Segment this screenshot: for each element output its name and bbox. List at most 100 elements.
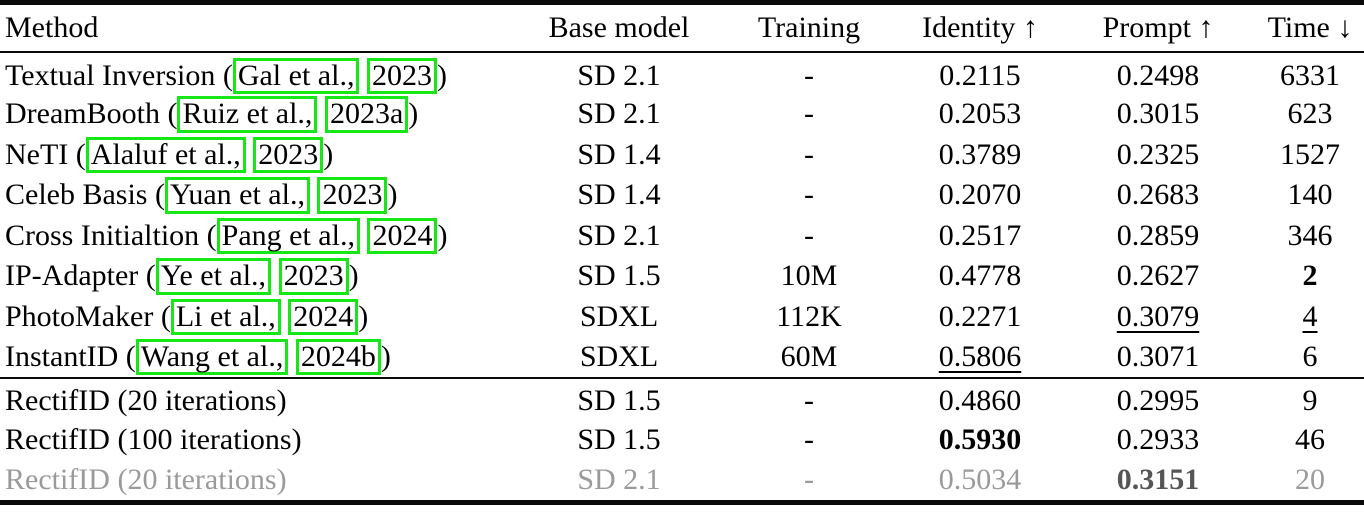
table-row: Cross Initialtion (Pang et al., 2024) SD… xyxy=(0,216,1364,257)
citation-author-link[interactable]: Yuan et al., xyxy=(164,177,310,214)
base-model-cell: SD 1.4 xyxy=(577,178,661,212)
method-name: Cross Initialtion ( xyxy=(5,218,217,252)
identity-score-cell: 0.2517 xyxy=(938,218,1022,252)
table-row: Celeb Basis (Yuan et al., 2023) SD 1.4 -… xyxy=(0,175,1364,216)
training-cell: - xyxy=(804,137,814,171)
prompt-score-cell: 0.2683 xyxy=(1116,178,1200,212)
time-cell: 2 xyxy=(1302,259,1318,293)
col-header-method: Method xyxy=(5,10,99,44)
citation-author-link[interactable]: Gal et al., xyxy=(232,57,360,94)
citation-year-link[interactable]: 2023 xyxy=(253,136,324,173)
citation-year-link[interactable]: 2023a xyxy=(324,96,409,133)
method-cell: PhotoMaker (Li et al., 2024) xyxy=(0,297,520,338)
training-cell: - xyxy=(804,178,814,212)
benchmark-table: Method Base model Training Identity ↑ Pr… xyxy=(0,2,1364,503)
table-row: NeTI (Alaluf et al., 2023) SD 1.4 - 0.37… xyxy=(0,135,1364,176)
training-cell: - xyxy=(804,97,814,131)
base-model-cell: SD 2.1 xyxy=(577,97,661,131)
training-cell: - xyxy=(804,58,814,92)
method-name: NeTI ( xyxy=(5,137,86,171)
citation-author-link[interactable]: Pang et al., xyxy=(216,217,360,254)
table-row: PhotoMaker (Li et al., 2024) SDXL 112K 0… xyxy=(0,297,1364,338)
citation-author-link[interactable]: Alaluf et al., xyxy=(85,136,246,173)
method-name: InstantID ( xyxy=(5,339,136,373)
base-model-cell: SD 1.4 xyxy=(577,137,661,171)
method-cell: RectifID (20 iterations) xyxy=(0,378,520,420)
citation-separator xyxy=(317,97,325,130)
method-name: RectifID (20 iterations) xyxy=(5,383,287,417)
prompt-score-cell: 0.2498 xyxy=(1116,58,1200,92)
citation-author-link[interactable]: Ye et al., xyxy=(155,258,272,295)
citation-author-link[interactable]: Wang et al., xyxy=(135,338,289,375)
method-name: Celeb Basis ( xyxy=(5,178,165,211)
citation-separator xyxy=(246,138,254,171)
citation-separator xyxy=(288,340,296,373)
method-cell: Textual Inversion (Gal et al., 2023) xyxy=(0,52,520,94)
method-suffix: ) xyxy=(437,218,448,252)
prompt-score-cell: 0.3151 xyxy=(1116,463,1200,496)
identity-score-cell: 0.2070 xyxy=(938,178,1022,212)
time-cell: 1527 xyxy=(1280,137,1340,171)
training-cell: - xyxy=(804,218,814,252)
citation-year-link[interactable]: 2024b xyxy=(295,338,381,375)
base-model-cell: SDXL xyxy=(579,339,659,373)
method-suffix: ) xyxy=(387,178,398,211)
table-row: RectifID (20 iterations) SD 2.1 - 0.5034… xyxy=(0,461,1364,503)
citation-separator xyxy=(281,300,289,333)
citation-separator xyxy=(310,178,318,211)
table-row: Textual Inversion (Gal et al., 2023) SD … xyxy=(0,52,1364,94)
method-name: RectifID (20 iterations) xyxy=(5,463,287,496)
method-suffix: ) xyxy=(348,259,359,292)
identity-score-cell: 0.2115 xyxy=(939,58,1021,92)
col-header-base-model: Base model xyxy=(548,10,690,44)
header-row: Method Base model Training Identity ↑ Pr… xyxy=(0,2,1364,52)
method-suffix: ) xyxy=(408,97,419,130)
citation-year-link[interactable]: 2024 xyxy=(367,217,438,254)
base-model-cell: SDXL xyxy=(579,299,659,333)
training-cell: 60M xyxy=(780,339,838,373)
time-cell: 623 xyxy=(1287,97,1333,131)
prompt-score-cell: 0.2995 xyxy=(1116,383,1200,417)
method-suffix: ) xyxy=(436,58,447,92)
base-model-cell: SD 2.1 xyxy=(577,58,661,92)
base-model-cell: SD 1.5 xyxy=(577,422,661,456)
time-cell: 346 xyxy=(1287,218,1333,252)
time-cell: 6 xyxy=(1302,339,1318,373)
baseline-methods-group: Textual Inversion (Gal et al., 2023) SD … xyxy=(0,52,1364,378)
citation-author-link[interactable]: Li et al., xyxy=(170,298,281,335)
col-header-time: Time ↓ xyxy=(1267,10,1353,44)
method-cell: RectifID (20 iterations) xyxy=(0,461,520,503)
table-row: RectifID (100 iterations) SD 1.5 - 0.593… xyxy=(0,419,1364,461)
citation-author-link[interactable]: Ruiz et al., xyxy=(177,96,318,133)
citation-separator xyxy=(360,219,368,252)
base-model-cell: SD 1.5 xyxy=(577,383,661,417)
base-model-cell: SD 2.1 xyxy=(577,218,661,252)
prompt-score-cell: 0.3015 xyxy=(1116,97,1200,131)
col-header-prompt: Prompt ↑ xyxy=(1102,10,1214,44)
citation-separator xyxy=(359,59,367,92)
training-cell: - xyxy=(804,383,814,417)
identity-score-cell: 0.3789 xyxy=(938,137,1022,171)
method-suffix: ) xyxy=(323,137,334,171)
training-cell: 10M xyxy=(780,259,838,293)
training-cell: - xyxy=(804,463,814,496)
method-cell: Celeb Basis (Yuan et al., 2023) xyxy=(0,175,520,216)
method-cell: Cross Initialtion (Pang et al., 2024) xyxy=(0,216,520,257)
citation-year-link[interactable]: 2023 xyxy=(366,57,437,94)
table-row: InstantID (Wang et al., 2024b) SDXL 60M … xyxy=(0,337,1364,378)
method-name: RectifID (100 iterations) xyxy=(5,422,302,456)
time-cell: 20 xyxy=(1295,463,1325,496)
table-row: RectifID (20 iterations) SD 1.5 - 0.4860… xyxy=(0,378,1364,420)
rectifid-methods-group: RectifID (20 iterations) SD 1.5 - 0.4860… xyxy=(0,378,1364,503)
prompt-score-cell: 0.3079 xyxy=(1116,299,1200,333)
prompt-score-cell: 0.2325 xyxy=(1116,137,1200,171)
citation-year-link[interactable]: 2024 xyxy=(288,298,359,335)
prompt-score-cell: 0.2627 xyxy=(1116,259,1200,293)
citation-year-link[interactable]: 2023 xyxy=(317,177,388,214)
method-name: IP-Adapter ( xyxy=(5,259,156,292)
method-suffix: ) xyxy=(380,339,391,373)
identity-score-cell: 0.4860 xyxy=(938,383,1022,417)
col-header-training: Training xyxy=(757,10,861,44)
citation-year-link[interactable]: 2023 xyxy=(278,258,349,295)
